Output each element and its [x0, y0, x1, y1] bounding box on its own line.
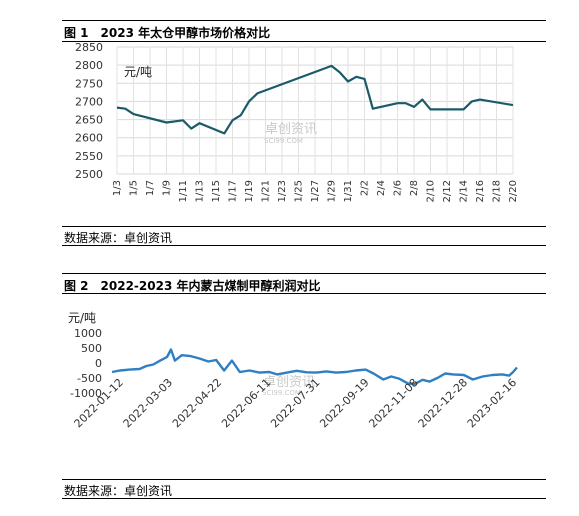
y-tick-label: 2700 — [75, 95, 103, 108]
figure1-bottom-rule — [62, 245, 546, 246]
watermark-sub: SCI99.COM — [262, 389, 301, 397]
x-tick-label: 1/9 — [162, 180, 173, 196]
y-tick-label: 2550 — [75, 150, 103, 163]
top-rule — [62, 20, 546, 21]
x-tick-label: 1/13 — [195, 180, 206, 202]
figure1-source: 数据来源：卓创资讯 — [64, 231, 173, 245]
figure2-source-rule — [62, 479, 546, 480]
figure2-title-text: 2022-2023 年内蒙古煤制甲醇利润对比 — [100, 279, 321, 293]
y-tick-label: 1000 — [74, 327, 102, 340]
y-tick-label: 2850 — [75, 41, 103, 54]
x-tick-label: 2/12 — [442, 180, 453, 202]
figure2-label: 图 2 — [64, 279, 89, 293]
y-axis-unit: 元/吨 — [68, 311, 96, 325]
x-tick-label: 2/20 — [508, 180, 519, 202]
x-tick-label: 2/18 — [492, 180, 503, 202]
x-tick-label: 2/4 — [376, 180, 387, 196]
x-tick-label: 2022-12-28 — [416, 376, 470, 430]
x-tick-label: 1/5 — [129, 180, 140, 196]
x-tick-label: 2022-09-19 — [317, 376, 371, 430]
y-tick-label: 2750 — [75, 77, 103, 90]
x-tick-label: 2023-02-16 — [465, 376, 519, 430]
figure2-title: 图 2 2022-2023 年内蒙古煤制甲醇利润对比 — [64, 277, 321, 294]
x-tick-label: 2022-11-08 — [366, 376, 420, 430]
watermark-sub: SCI99.COM — [264, 137, 303, 145]
x-tick-label: 2/6 — [393, 180, 404, 196]
x-tick-label: 1/11 — [178, 180, 189, 202]
y-tick-label: 2800 — [75, 59, 103, 72]
y-tick-label: 2600 — [75, 132, 103, 145]
x-tick-label: 1/25 — [294, 180, 305, 202]
y-tick-label: -1000 — [70, 387, 102, 400]
y-tick-label: 0 — [95, 357, 102, 370]
y-tick-label: 500 — [81, 342, 102, 355]
x-tick-label: 2022-06-11 — [219, 376, 273, 430]
x-tick-label: 1/23 — [277, 180, 288, 202]
x-tick-label: 1/15 — [211, 180, 222, 202]
x-tick-label: 2/10 — [426, 180, 437, 202]
profit-line — [111, 348, 518, 386]
watermark: 卓创资讯 — [265, 122, 317, 137]
figure1-title-text: 2023 年太仓甲醇市场价格对比 — [100, 26, 271, 40]
figure2-bottom-rule — [62, 498, 546, 499]
x-tick-label: 1/17 — [228, 180, 239, 202]
figure1-source-rule — [62, 226, 546, 227]
x-tick-label: 2/8 — [409, 180, 420, 196]
y-tick-label: 2650 — [75, 114, 103, 127]
x-tick-label: 2022-03-03 — [121, 376, 175, 430]
figure1-title-rule — [62, 41, 546, 42]
watermark: 卓创资讯 — [263, 375, 315, 390]
x-tick-label: 1/29 — [327, 180, 338, 202]
x-tick-label: 1/7 — [145, 180, 156, 196]
x-tick-label: 2/14 — [459, 180, 470, 202]
figure1-label: 图 1 — [64, 26, 89, 40]
figure2-top-rule — [62, 273, 546, 274]
y-axis-unit: 元/吨 — [124, 65, 152, 79]
figure2-title-rule — [62, 293, 546, 294]
y-tick-label: 2500 — [75, 168, 103, 181]
x-tick-label: 2022-04-22 — [170, 376, 224, 430]
x-tick-label: 2/2 — [360, 180, 371, 196]
figure2-source: 数据来源：卓创资讯 — [64, 484, 173, 498]
figure1-title: 图 1 2023 年太仓甲醇市场价格对比 — [64, 24, 270, 41]
x-tick-label: 1/3 — [112, 180, 123, 196]
x-tick-label: 1/21 — [261, 180, 272, 202]
x-tick-label: 1/19 — [244, 180, 255, 202]
x-tick-label: 2/16 — [475, 180, 486, 202]
y-tick-label: -500 — [77, 372, 102, 385]
x-tick-label: 1/31 — [343, 180, 354, 202]
x-tick-label: 1/27 — [310, 180, 321, 202]
